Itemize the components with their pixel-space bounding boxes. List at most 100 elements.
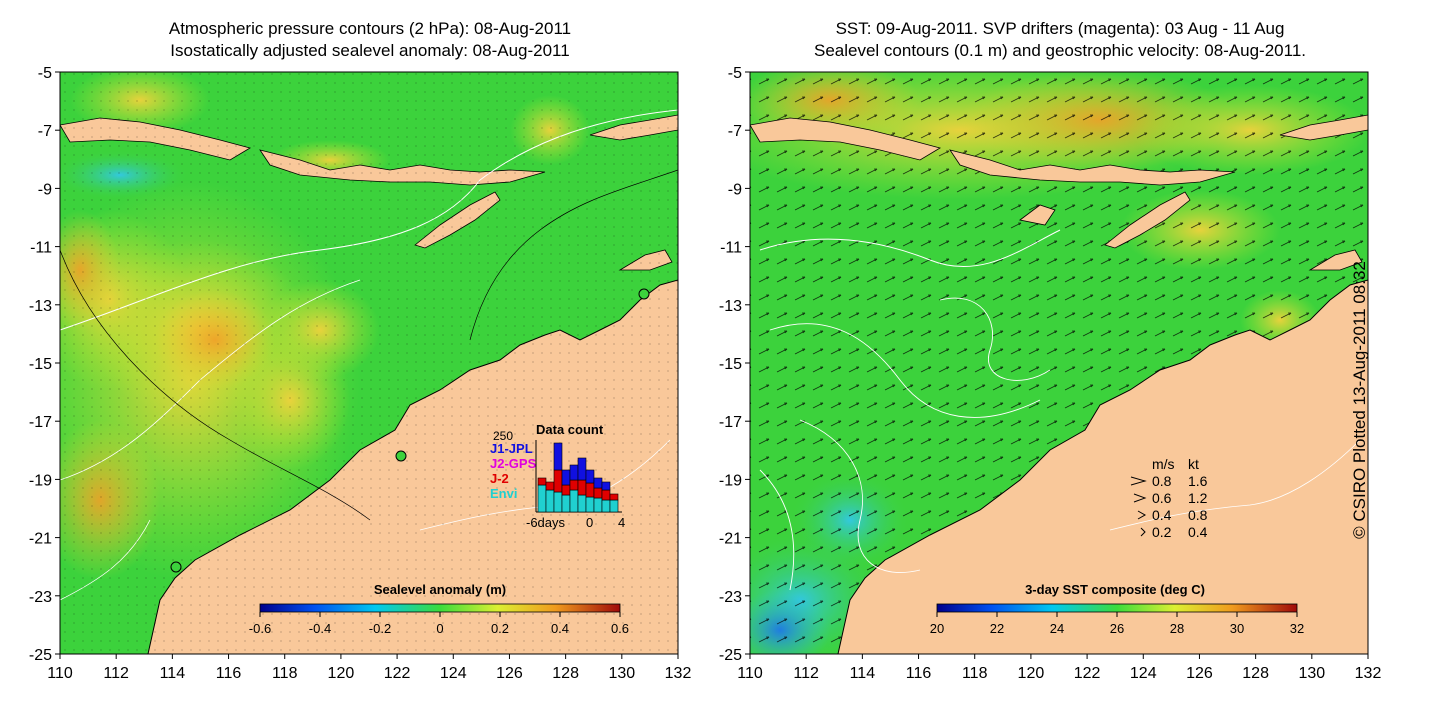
- inset-xtick-0: -6days: [526, 515, 566, 530]
- velocity-legend-ms-header: m/s: [1152, 456, 1175, 472]
- left-colorbar-tick: 0: [436, 621, 443, 636]
- right-xtick-label: 120: [1018, 665, 1045, 682]
- inset-histogram: [537, 442, 619, 513]
- left-title: Atmospheric pressure contours (2 hPa): 0…: [60, 18, 680, 62]
- left-colorbar-tick: 0.6: [611, 621, 629, 636]
- inset-title: Data count: [536, 422, 604, 437]
- right-xtick-label: 110: [737, 665, 763, 682]
- right-colorbar-tick: 32: [1290, 621, 1304, 636]
- velocity-legend-ms: 0.4: [1152, 507, 1172, 523]
- velocity-legend-kt-header: kt: [1188, 456, 1199, 472]
- inset-xtick-2: 4: [618, 515, 625, 530]
- left-colorbar: Sealevel anomaly (m) -0.6 -0.4 -0.2 0 0.2 0.4…: [249, 582, 629, 636]
- left-ytick-label: -11: [30, 240, 52, 257]
- left-ytick-label: -19: [29, 472, 52, 489]
- right-xtick-label: 124: [1130, 665, 1157, 682]
- left-title-line1: Atmospheric pressure contours (2 hPa): 0…: [168, 19, 572, 38]
- right-ytick-label: -23: [719, 589, 742, 606]
- left-colorbar-tick: -0.2: [369, 621, 391, 636]
- velocity-legend-kt: 1.2: [1188, 490, 1208, 506]
- right-ytick-label: -7: [728, 123, 742, 140]
- inset-legend-item: J-2: [490, 471, 509, 486]
- velocity-arrow-icon: [1137, 510, 1147, 520]
- right-colorbar-label: 3-day SST composite (deg C): [1025, 582, 1205, 597]
- right-colorbar-tick: 22: [990, 621, 1004, 636]
- left-xtick-label: 128: [552, 665, 579, 682]
- right-xtick-label: 122: [1074, 665, 1101, 682]
- right-ytick-label: -9: [728, 181, 742, 198]
- left-xtick-label: 130: [608, 665, 635, 682]
- left-xtick-label: 110: [47, 665, 73, 682]
- velocity-legend-kt: 0.8: [1188, 507, 1208, 523]
- right-colorbar-tick: 24: [1050, 621, 1064, 636]
- inset-legend-item: J2-GPS: [490, 456, 537, 471]
- left-colorbar-tick: 0.2: [491, 621, 509, 636]
- left-xtick-label: 120: [328, 665, 355, 682]
- left-xtick-label: 114: [160, 665, 186, 682]
- left-colorbar-tick: 0.4: [551, 621, 569, 636]
- velocity-arrow-icon: [1133, 493, 1147, 503]
- right-ytick-label: -13: [719, 298, 742, 315]
- right-colorbar-tick: 30: [1230, 621, 1244, 636]
- left-title-line2: Isostatically adjusted sealevel anomaly:…: [170, 41, 570, 60]
- right-ytick-label: -19: [719, 472, 742, 489]
- left-ytick-label: -9: [38, 181, 52, 198]
- right-ytick-label: -5: [728, 65, 742, 82]
- left-ytick-label: -23: [29, 589, 52, 606]
- inset-legend-item: J1-JPL: [490, 441, 533, 456]
- left-colorbar-tick: -0.4: [309, 621, 331, 636]
- left-ytick-label: -21: [29, 531, 52, 548]
- left-ytick-label: -25: [29, 647, 52, 664]
- velocity-arrow-icon: [1130, 476, 1147, 486]
- right-colorbar-tick: 20: [930, 621, 944, 636]
- right-xtick-label: 128: [1242, 665, 1269, 682]
- right-colorbar-tick: 26: [1110, 621, 1124, 636]
- velocity-legend-kt: 1.6: [1188, 473, 1208, 489]
- left-colorbar-label: Sealevel anomaly (m): [374, 582, 506, 597]
- left-ytick-label: -7: [38, 123, 52, 140]
- left-xtick-label: 126: [496, 665, 523, 682]
- left-ytick-label: -15: [29, 356, 52, 373]
- right-xtick-label: 114: [850, 665, 876, 682]
- inset-ymax: 250: [493, 429, 513, 443]
- velocity-legend-ms: 0.2: [1152, 524, 1172, 540]
- left-ytick-label: -13: [29, 298, 52, 315]
- right-ytick-label: -11: [720, 240, 742, 257]
- right-title-line1: SST: 09-Aug-2011. SVP drifters (magenta)…: [835, 19, 1285, 38]
- right-map: [750, 72, 1368, 654]
- velocity-legend-ms: 0.6: [1152, 490, 1172, 506]
- right-colorbar-tick: 28: [1170, 621, 1184, 636]
- right-xtick-label: 132: [1355, 665, 1382, 682]
- right-xtick-label: 112: [793, 665, 819, 682]
- left-ytick-label: -5: [38, 65, 52, 82]
- right-title: SST: 09-Aug-2011. SVP drifters (magenta)…: [750, 18, 1370, 62]
- right-title-line2: Sealevel contours (0.1 m) and geostrophi…: [813, 41, 1306, 60]
- velocity-legend-kt: 0.4: [1188, 524, 1208, 540]
- inset-xtick-1: 0: [586, 515, 593, 530]
- left-map: [60, 72, 678, 654]
- right-ytick-label: -25: [719, 647, 742, 664]
- left-xtick-label: 124: [440, 665, 467, 682]
- right-xtick-label: 118: [962, 665, 988, 682]
- right-xtick-label: 116: [906, 665, 932, 682]
- right-ytick-label: -21: [719, 531, 742, 548]
- left-xtick-label: 132: [665, 665, 692, 682]
- left-colorbar-tick: -0.6: [249, 621, 271, 636]
- right-xtick-label: 130: [1298, 665, 1325, 682]
- left-xtick-label: 116: [216, 665, 242, 682]
- left-xtick-label: 118: [272, 665, 298, 682]
- right-ytick-label: -15: [719, 356, 742, 373]
- velocity-arrow-icon: [1140, 527, 1146, 537]
- left-xtick-label: 112: [103, 665, 129, 682]
- velocity-legend: m/s kt 0.8 1.60.6 1.20.4 0.80.2 0.4: [1130, 456, 1208, 540]
- inset-legend-item: Envi: [490, 486, 517, 501]
- right-xtick-label: 126: [1186, 665, 1213, 682]
- left-ytick-label: -17: [29, 414, 52, 431]
- left-xtick-label: 122: [384, 665, 411, 682]
- right-ytick-label: -17: [719, 414, 742, 431]
